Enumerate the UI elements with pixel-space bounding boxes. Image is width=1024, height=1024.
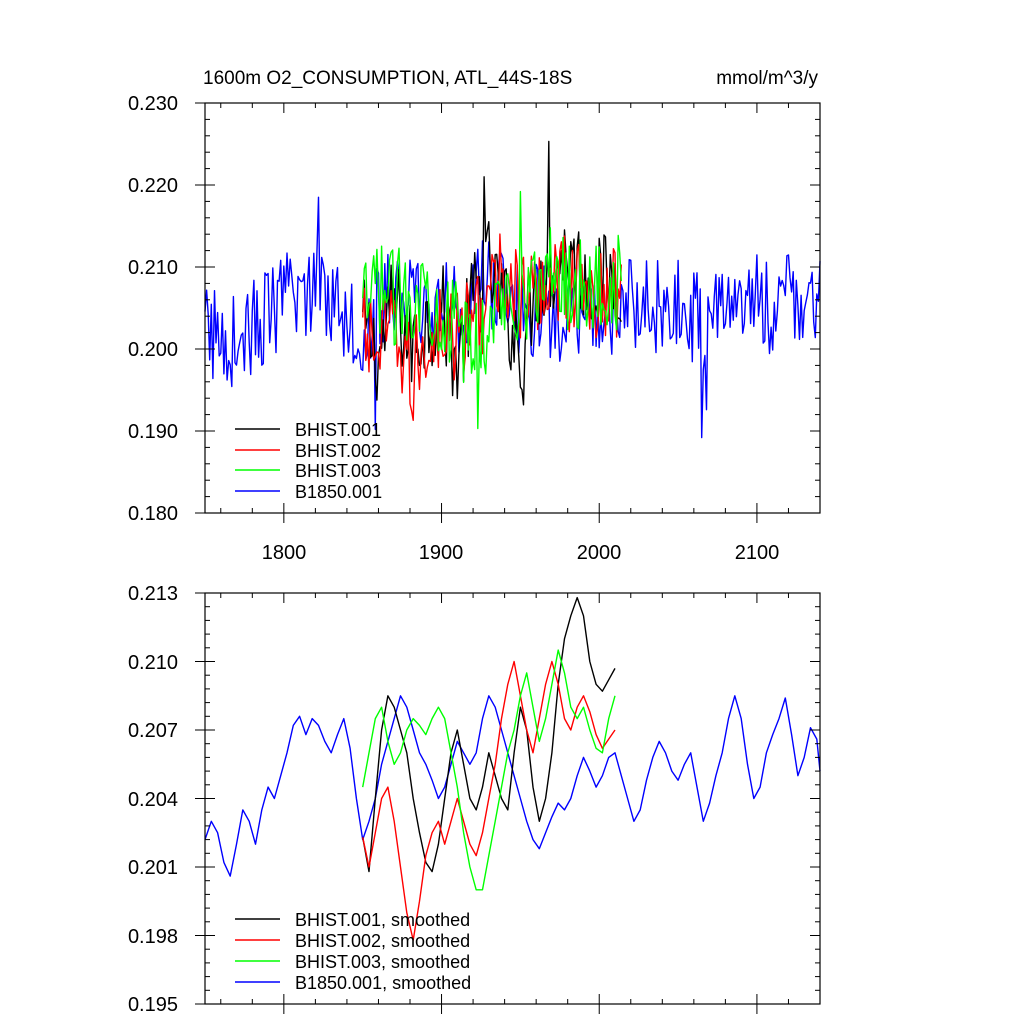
series-line-bhist-002 — [362, 233, 622, 421]
legend-label-bhist-003: BHIST.003 — [295, 461, 381, 481]
chart-units: mmol/m^3/y — [716, 68, 818, 89]
legend-label-b1850-001-smoothed: B1850.001, smoothed — [295, 973, 471, 993]
top-legend: BHIST.001 BHIST.002 BHIST.003 B1850.001 — [235, 420, 382, 502]
series-line-bhist-001 — [362, 140, 622, 406]
top-series-group — [204, 140, 821, 439]
y-tick-label: 0.180 — [128, 503, 178, 525]
bottom-axis-ticks — [195, 592, 821, 1014]
legend-label-b1850-001: B1850.001 — [295, 482, 382, 502]
top-chart-panel: 1600m O2_CONSUMPTION, ATL_44S-18S mmol/m… — [128, 68, 821, 564]
x-tick-label: 2000 — [577, 542, 622, 564]
legend-label-bhist-001: BHIST.001 — [295, 420, 381, 440]
bottom-y-tick-labels: 0.195 0.198 0.201 0.204 0.207 0.210 0.21… — [128, 583, 178, 1016]
legend-label-bhist-003-smoothed: BHIST.003, smoothed — [295, 952, 470, 972]
y-tick-label: 0.201 — [128, 857, 178, 879]
series-line-b1850-001-smoothed — [204, 695, 821, 877]
y-tick-label: 0.210 — [128, 652, 178, 674]
y-tick-label: 0.195 — [128, 994, 178, 1016]
top-axis-ticks — [195, 102, 821, 523]
y-tick-label: 0.200 — [128, 339, 178, 361]
legend-label-bhist-001-smoothed: BHIST.001, smoothed — [295, 910, 470, 930]
series-line-bhist-001-smoothed — [362, 596, 616, 873]
y-tick-label: 0.207 — [128, 720, 178, 742]
bottom-chart-panel: 0.195 0.198 0.201 0.204 0.207 0.210 0.21… — [128, 583, 821, 1016]
bottom-legend: BHIST.001, smoothed BHIST.002, smoothed … — [235, 910, 471, 993]
y-tick-label: 0.198 — [128, 926, 178, 948]
series-line-bhist-002-smoothed — [362, 660, 616, 941]
x-tick-label: 1800 — [262, 542, 307, 564]
y-tick-label: 0.190 — [128, 421, 178, 443]
y-tick-label: 0.210 — [128, 257, 178, 279]
legend-label-bhist-002-smoothed: BHIST.002, smoothed — [295, 931, 470, 951]
chart-title: 1600m O2_CONSUMPTION, ATL_44S-18S — [203, 68, 572, 89]
series-line-bhist-003-smoothed — [362, 649, 616, 891]
legend-label-bhist-002: BHIST.002 — [295, 441, 381, 461]
top-y-tick-labels: 0.180 0.190 0.200 0.210 0.220 0.230 — [128, 93, 178, 525]
top-plot-frame — [204, 102, 821, 514]
series-line-bhist-003 — [362, 190, 622, 430]
y-tick-label: 0.213 — [128, 583, 178, 605]
y-tick-label: 0.220 — [128, 175, 178, 197]
y-tick-label: 0.230 — [128, 93, 178, 115]
top-x-tick-labels: 1800 1900 2000 2100 — [262, 542, 780, 564]
y-tick-label: 0.204 — [128, 789, 178, 811]
bottom-series-group — [204, 596, 821, 941]
x-tick-label: 1900 — [419, 542, 464, 564]
x-tick-label: 2100 — [735, 542, 780, 564]
